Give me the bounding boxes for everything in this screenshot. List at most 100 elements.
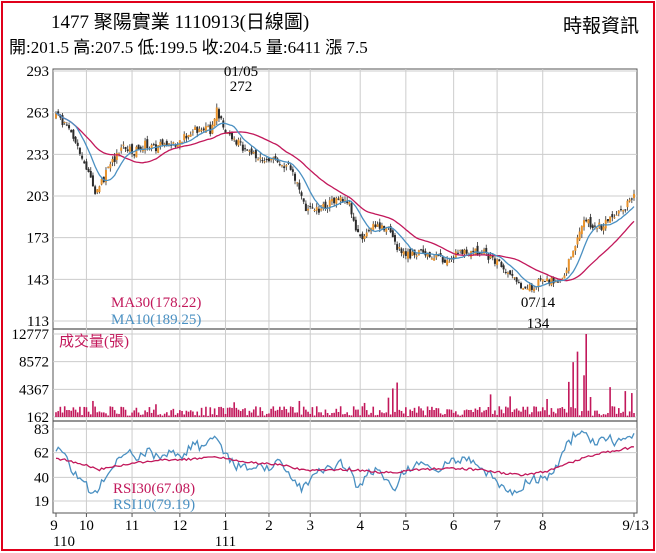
candle-body <box>328 200 331 209</box>
candlestick <box>409 247 412 260</box>
volume-bar <box>559 408 561 417</box>
candle-body <box>68 125 71 129</box>
month-label: 2 <box>265 518 273 534</box>
volume-bar <box>622 411 624 417</box>
candlestick <box>567 258 570 274</box>
volume-bar <box>474 408 477 417</box>
volume-bar <box>85 407 88 417</box>
candlestick <box>430 256 433 260</box>
volume-bar <box>407 416 409 417</box>
candle-body <box>252 152 255 154</box>
volume-bar <box>607 412 609 417</box>
volume-bar <box>624 391 627 417</box>
volume-bar <box>337 412 340 417</box>
candlestick <box>98 185 101 194</box>
volume-bar <box>383 413 385 417</box>
candle-body <box>524 286 527 289</box>
candlestick <box>606 218 609 224</box>
volume-bar <box>181 410 183 417</box>
candlestick <box>598 218 601 230</box>
ma30-legend: MA30(178.22) <box>111 295 201 311</box>
candle-body <box>137 144 140 150</box>
volume-bar <box>455 411 457 417</box>
candlestick <box>115 149 118 164</box>
volume-bar <box>107 415 109 417</box>
candlestick <box>359 234 362 239</box>
candle-body <box>478 253 481 255</box>
volume-bar <box>209 407 212 417</box>
volume-bar <box>485 409 488 417</box>
candle-body <box>330 199 333 202</box>
volume-bar <box>244 408 246 417</box>
candle-body <box>337 198 340 200</box>
volume-bar <box>487 407 490 417</box>
volume-bar <box>118 413 120 417</box>
volume-bar <box>237 409 240 417</box>
candle-body <box>583 220 586 228</box>
candlestick <box>189 131 192 137</box>
candle-body <box>550 277 553 286</box>
volume-bar <box>305 409 307 417</box>
candle-body <box>235 140 238 145</box>
candle-body <box>85 161 88 170</box>
volume-bar <box>533 406 535 417</box>
volume-bar <box>220 406 222 417</box>
candle-body <box>280 165 283 167</box>
ma10-line <box>55 112 635 288</box>
candlestick <box>217 107 220 122</box>
candle-body <box>572 250 575 258</box>
volume-bar <box>137 412 140 417</box>
candle-body <box>144 140 147 151</box>
candle-body <box>259 157 262 159</box>
candlestick <box>283 162 286 173</box>
candlestick <box>133 153 136 159</box>
low-value-annotation: 134 <box>527 316 550 332</box>
candlestick <box>396 241 399 253</box>
volume-bar <box>361 406 364 417</box>
candle-body <box>311 207 314 209</box>
volume-bar <box>509 396 511 417</box>
candlestick <box>591 223 594 230</box>
candlestick <box>619 205 622 212</box>
price-tick-label: 203 <box>27 189 50 205</box>
volume-bar <box>285 409 288 417</box>
candlestick <box>252 150 255 155</box>
volume-bar <box>144 410 146 417</box>
volume-bar <box>126 415 129 417</box>
volume-bar <box>385 412 388 417</box>
candlestick <box>228 130 231 137</box>
candlestick <box>174 143 177 149</box>
candle-body <box>294 173 297 181</box>
candlestick <box>333 197 336 207</box>
candle-body <box>324 201 327 209</box>
candlestick <box>483 247 486 256</box>
volume-bar <box>322 415 325 417</box>
month-label: 7 <box>493 518 501 534</box>
volume-bar <box>318 412 320 417</box>
candlestick <box>569 256 572 260</box>
volume-bar <box>63 406 66 417</box>
volume-bar <box>468 409 470 417</box>
month-label: 4 <box>356 518 364 534</box>
candle-body <box>285 165 288 167</box>
year-label: 110 <box>53 534 75 549</box>
candle-body <box>619 209 622 211</box>
candle-body <box>287 162 290 164</box>
price-tick-label: 263 <box>27 106 50 122</box>
candle-body <box>585 219 588 222</box>
candlestick <box>402 248 405 259</box>
volume-bar <box>111 406 114 417</box>
candlestick <box>513 277 516 281</box>
volume-tick-label: 12777 <box>12 327 50 343</box>
volume-bar <box>296 412 298 417</box>
volume-bar <box>402 413 405 417</box>
candle-body <box>248 150 251 152</box>
candle-body <box>365 232 368 237</box>
rsi-tick-label: 40 <box>34 470 49 486</box>
volume-bar <box>122 407 125 417</box>
month-label: 8 <box>539 518 547 534</box>
candlestick <box>609 216 612 223</box>
candlestick <box>522 287 525 290</box>
candle-body <box>472 250 475 252</box>
candlestick <box>348 200 351 207</box>
